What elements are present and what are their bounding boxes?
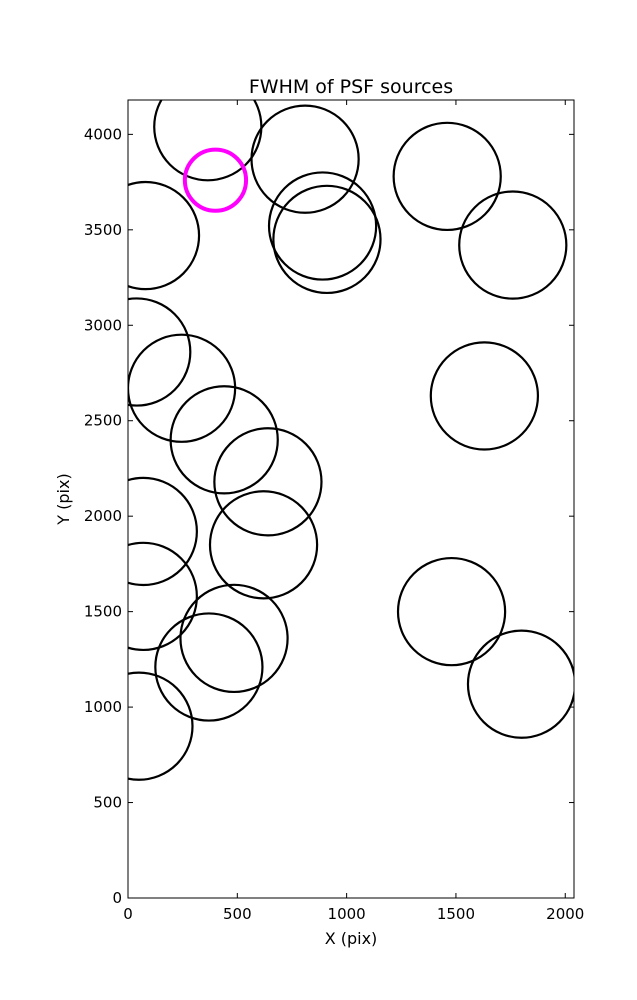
circles-layer [128, 100, 574, 781]
source-circle-9 [429, 341, 540, 451]
y-tick-label: 1000 [84, 698, 122, 716]
source-circle-19 [128, 671, 194, 781]
x-axis: 0 500 1000 1500 2000 [123, 100, 584, 923]
x-tick-label: 1500 [437, 905, 475, 923]
source-circle-16 [179, 583, 289, 694]
source-circle-2 [392, 121, 502, 232]
y-tick-label: 4000 [84, 125, 122, 143]
x-tick-label: 2000 [546, 905, 584, 923]
y-tick-label: 1500 [84, 603, 122, 621]
y-tick-label: 0 [112, 889, 122, 907]
y-axis-label: Y (pix) [54, 473, 73, 525]
source-circle-15 [396, 556, 507, 667]
y-tick-label: 2500 [84, 412, 122, 430]
source-circle-12 [128, 476, 198, 587]
chart-title: FWHM of PSF sources [249, 76, 453, 98]
source-circle-14 [128, 541, 198, 652]
x-axis-label: X (pix) [325, 929, 378, 948]
y-tick-label: 500 [93, 794, 122, 812]
source-circle-6 [458, 190, 568, 300]
source-circle-4 [267, 171, 378, 281]
source-circle-18 [466, 629, 574, 739]
y-tick-label: 3500 [84, 221, 122, 239]
x-tick-label: 0 [123, 905, 133, 923]
source-circle-11 [213, 427, 323, 537]
source-circle-5 [272, 184, 382, 295]
source-circle-1 [250, 104, 360, 214]
source-circle-10 [169, 385, 279, 495]
source-circle-17 [154, 612, 264, 722]
y-tick-label: 3000 [84, 316, 122, 334]
y-tick-label: 2000 [84, 507, 122, 525]
plot-frame [127, 99, 575, 899]
source-circle-7 [128, 297, 192, 407]
source-circle-3 [128, 180, 201, 291]
source-circle-13 [208, 490, 319, 600]
x-tick-label: 500 [223, 905, 252, 923]
highlighted-source-circle [182, 147, 249, 213]
x-tick-label: 1000 [328, 905, 366, 923]
y-axis: 0 500 1000 1500 2000 2500 3000 3500 4000 [84, 125, 574, 907]
